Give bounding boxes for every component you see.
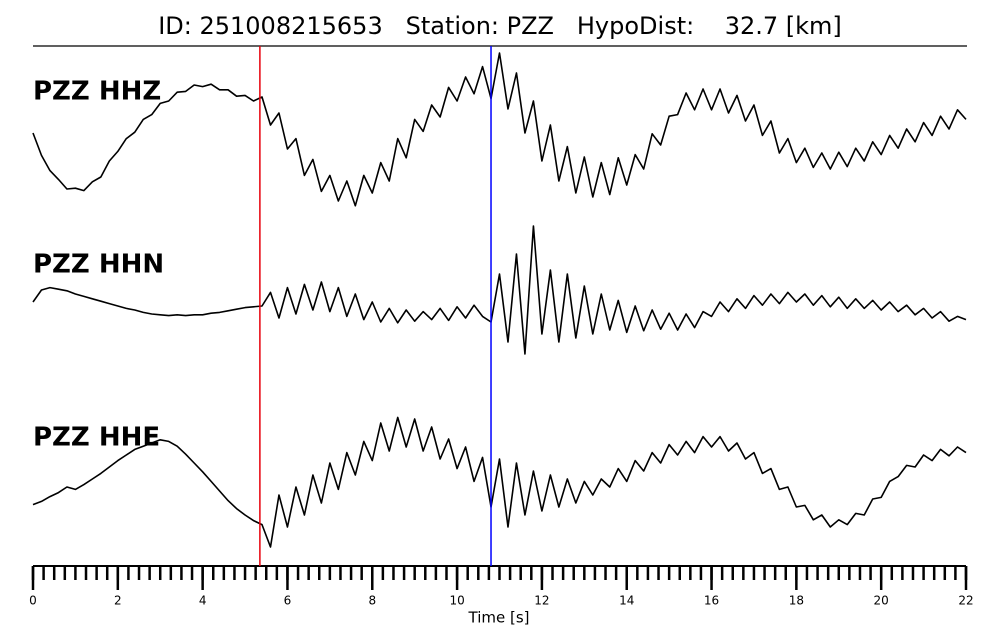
x-tick-label: 0 <box>29 594 37 608</box>
x-axis-label: Time [s] <box>468 609 530 627</box>
x-tick-label: 10 <box>449 594 464 608</box>
x-tick-label: 12 <box>534 594 549 608</box>
x-tick-label: 22 <box>958 594 973 608</box>
x-tick-label: 16 <box>704 594 719 608</box>
waveform <box>32 52 967 207</box>
x-tick-label: 20 <box>874 594 889 608</box>
x-tick-label: 18 <box>789 594 804 608</box>
trace-label: PZZ HHN <box>33 250 164 280</box>
x-tick-label: 14 <box>619 594 634 608</box>
chart-title: ID: 251008215653 Station: PZZ HypoDist: … <box>158 12 842 40</box>
x-tick-label: 8 <box>368 594 376 608</box>
trace-label: PZZ HHE <box>33 423 160 453</box>
x-tick-label: 6 <box>284 594 292 608</box>
x-tick-label: 4 <box>199 594 207 608</box>
waveform <box>32 416 967 548</box>
x-tick-label: 2 <box>114 594 122 608</box>
trace-label: PZZ HHZ <box>33 77 161 107</box>
waveform <box>32 225 967 355</box>
